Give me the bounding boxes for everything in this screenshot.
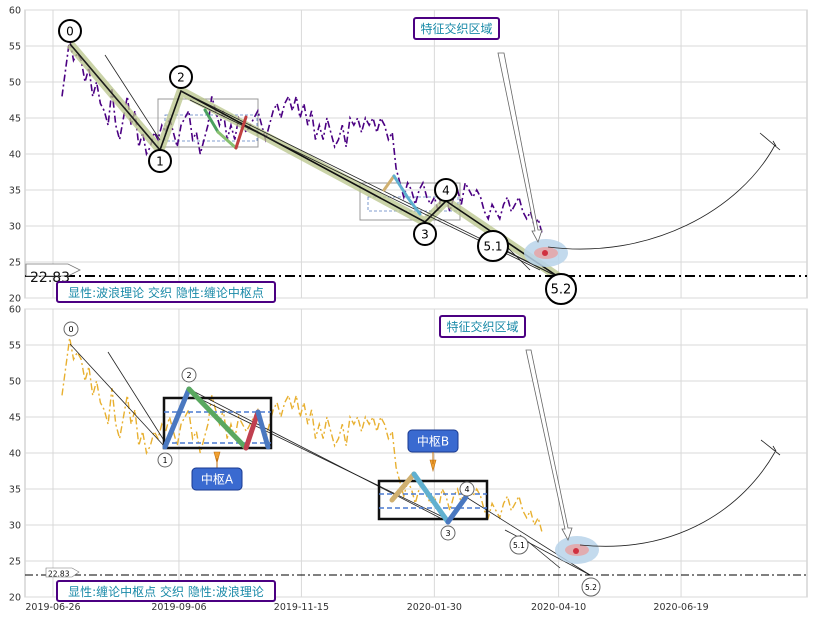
bottom-annotation-box — [439, 315, 526, 338]
zs-a-label: 中枢A — [201, 472, 234, 487]
top-wave-markers: 0 1 2 3 4 5.1 5.2 — [58, 19, 577, 305]
top-arc — [547, 144, 776, 250]
zs-a-pointer — [213, 451, 221, 465]
top-wave-51: 5.1 — [483, 240, 502, 254]
bottom-grid — [25, 308, 807, 598]
bottom-wave-2: 2 — [186, 371, 191, 380]
y-tick-label: 25 — [9, 258, 21, 269]
bottom-glow-dot — [573, 548, 579, 554]
y-tick-label: 45 — [9, 114, 21, 125]
top-wave-1: 1 — [156, 155, 164, 169]
top-hline-tag — [25, 263, 81, 277]
y-tick-label: 50 — [9, 377, 21, 388]
top-legend-box — [56, 281, 276, 303]
y-tick-label: 50 — [9, 78, 21, 89]
x-tick-label: 2020-01-30 — [407, 602, 462, 613]
x-tick-label: 2019-09-06 — [151, 602, 206, 613]
bottom-arc-tip — [760, 439, 781, 456]
bottom-strokes — [162, 386, 469, 525]
y-tick-label: 30 — [9, 521, 21, 532]
y-tick-label: 55 — [9, 341, 21, 352]
bottom-wave-3: 3 — [445, 529, 450, 538]
zs-a-box — [191, 467, 243, 491]
y-tick-label: 20 — [9, 294, 21, 305]
bottom-legend: 显性:缠论中枢点 交织 隐性:波浪理论 — [68, 584, 264, 599]
x-tick-label: 2019-06-26 — [25, 602, 80, 613]
y-tick-label: 35 — [9, 186, 21, 197]
y-tick-label: 60 — [9, 6, 21, 17]
y-tick-label: 40 — [9, 150, 21, 161]
bottom-hline-label: 22.83 — [48, 570, 70, 579]
top-glow-dot — [542, 250, 548, 256]
top-wave-2: 2 — [177, 71, 185, 85]
bottom-wave-markers: 0 1 2 3 4 5.1 5.2 — [63, 321, 601, 597]
bottom-wave-52: 5.2 — [585, 583, 597, 592]
y-tick-label: 20 — [9, 593, 21, 604]
top-annotation: 特征交织区域 — [420, 21, 492, 36]
bottom-annotation-arrow — [525, 349, 573, 541]
bottom-legend-box — [56, 580, 276, 602]
y-tick-label: 30 — [9, 222, 21, 233]
top-legend: 显性:波浪理论 交织 隐性:缠论中枢点 — [68, 285, 264, 300]
x-tick-label: 2020-04-10 — [531, 602, 586, 613]
y-tick-label: 55 — [9, 42, 21, 53]
y-tick-label: 25 — [9, 557, 21, 568]
bottom-wave-51: 5.1 — [513, 541, 525, 550]
y-tick-label: 45 — [9, 413, 21, 424]
bottom-arc — [579, 451, 776, 547]
y-tick-label: 35 — [9, 485, 21, 496]
top-inner-strokes — [203, 108, 422, 216]
y-tick-label: 60 — [9, 305, 21, 316]
zs-b-label: 中枢B — [417, 434, 449, 449]
top-annotation-arrow — [497, 52, 543, 243]
bottom-wave-0: 0 — [68, 325, 73, 334]
top-annotation-box — [413, 17, 500, 40]
top-wave-4: 4 — [442, 184, 450, 198]
top-wave-52: 5.2 — [551, 283, 572, 298]
axes: 2025303540455055602025303540455055602019… — [9, 6, 709, 614]
bottom-wave-4: 4 — [464, 485, 469, 494]
top-wave-0: 0 — [66, 25, 74, 39]
bottom-hline-tag — [45, 567, 80, 578]
top-arc-tip — [759, 132, 781, 151]
y-tick-label: 40 — [9, 449, 21, 460]
bottom-annotation: 特征交织区域 — [446, 319, 518, 334]
top-wave-3: 3 — [421, 228, 429, 242]
bottom-wave-1: 1 — [162, 456, 167, 465]
x-tick-label: 2020-06-19 — [653, 602, 708, 613]
x-tick-label: 2019-11-15 — [274, 602, 329, 613]
